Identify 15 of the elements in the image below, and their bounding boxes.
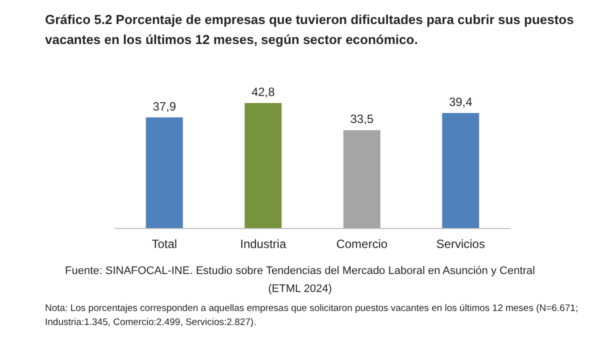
x-tick-label: Total [152,237,178,251]
data-label: 39,4 [448,94,473,109]
bar [442,112,480,228]
bar [146,117,183,228]
chart-title: Gráfico 5.2 Porcentaje de empresas que tuvieron dificultades para cubrir sus puestos vacantes en los últimos 12 meses, según sector económico. [45,11,575,49]
text: Nota: Los porcentajes corresponden a aquellas empresas que solicitaron puestos vacantes en los últimos 12 meses (N=6.671; Industria:1.345, Comercio:2.499, Servicios:2.827). [45,302,580,330]
x-tick-label: Comercio [336,237,388,251]
data-label: 37,9 [152,99,176,114]
x-tick-label: Industria [240,237,286,251]
x-tick-label: Servicios [436,237,485,251]
data-label: 42,8 [251,85,276,100]
bar [343,130,380,228]
source-note: Fuente: SINAFOCAL-INE. Estudio sobre Tendencias del Mercado Laboral en Asunción y Central (ETML 2024) [64,264,536,297]
data-label: 33,5 [350,112,374,126]
bar [244,103,282,228]
